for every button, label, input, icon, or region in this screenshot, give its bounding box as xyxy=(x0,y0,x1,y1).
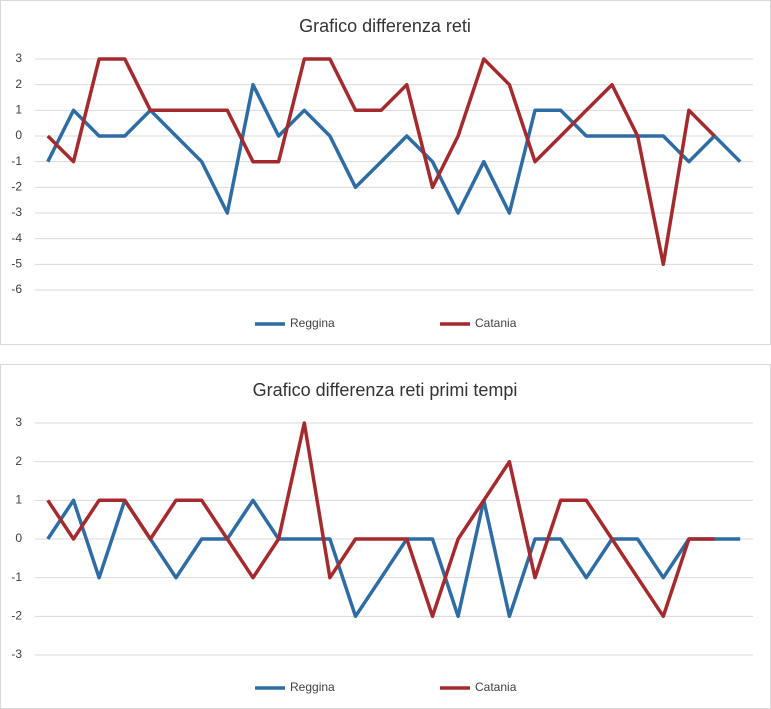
legend-label: Catania xyxy=(475,316,517,330)
y-tick-label: 0 xyxy=(15,531,22,545)
series-line xyxy=(46,57,716,267)
y-tick-label: -2 xyxy=(11,609,22,623)
chart-title: Grafico differenza reti xyxy=(299,16,471,36)
y-tick-label: 1 xyxy=(15,103,22,117)
y-tick-label: -4 xyxy=(11,231,22,245)
y-tick-label: -1 xyxy=(11,154,22,168)
series-line xyxy=(46,82,742,215)
y-tick-label: 1 xyxy=(15,493,22,507)
legend-label: Catania xyxy=(475,680,517,694)
y-tick-label: 3 xyxy=(15,51,22,65)
y-tick-label: 2 xyxy=(15,77,22,91)
y-tick-label: -5 xyxy=(11,257,22,271)
y-tick-label: -6 xyxy=(11,282,22,296)
chart-frame xyxy=(0,364,771,709)
chart-title: Grafico differenza reti primi tempi xyxy=(253,380,518,400)
series-line xyxy=(46,498,741,619)
series-line xyxy=(46,421,715,619)
y-tick-label: -3 xyxy=(11,205,22,219)
y-tick-label: -3 xyxy=(11,647,22,661)
y-tick-label: 0 xyxy=(15,128,22,142)
chart-frame xyxy=(0,0,771,345)
y-tick-label: -2 xyxy=(11,180,22,194)
legend-label: Reggina xyxy=(290,680,335,694)
y-tick-label: 2 xyxy=(15,454,22,468)
legend-label: Reggina xyxy=(290,316,335,330)
y-tick-label: 3 xyxy=(15,415,22,429)
y-tick-label: -1 xyxy=(11,570,22,584)
